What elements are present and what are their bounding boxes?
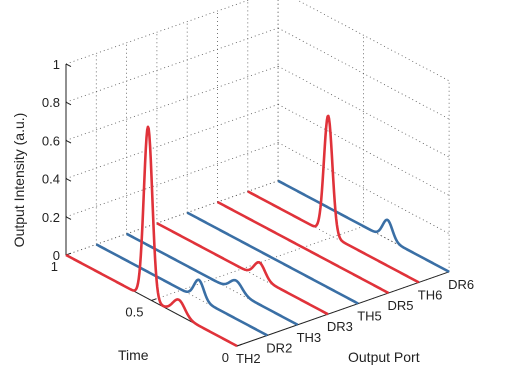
z-tick-label: 0.2 (42, 210, 60, 225)
z-tick-mark (65, 216, 72, 220)
port-tick-label: DR3 (327, 319, 353, 334)
z-tick-label: 0.4 (42, 172, 60, 187)
time-tick-mark (151, 298, 157, 301)
port-tick-label: TH2 (236, 351, 261, 366)
z-tick-mark (65, 178, 72, 182)
time-tick-label: 1 (51, 259, 58, 274)
port-tick-label: DR5 (388, 298, 414, 313)
y-axis-label: Time (118, 347, 149, 363)
port-tick-label: DR2 (266, 340, 292, 355)
series-line-th3 (125, 232, 299, 326)
z-tick-label: 0.8 (42, 95, 60, 110)
port-axis-ticks: TH2 DR2 TH3 DR3 TH5 DR5 TH6 DR6 (232, 268, 474, 366)
z-tick-label: 0.6 (42, 133, 60, 148)
z-tick-label: 0 (53, 248, 60, 263)
time-tick-mark (236, 343, 243, 347)
series-line-th2 (65, 125, 238, 348)
port-tick-label: DR6 (448, 277, 474, 292)
z-tick-label: 1 (53, 57, 60, 72)
z-axis-label: Output Intensity (a.u.) (11, 113, 27, 248)
series-line-dr3 (156, 222, 329, 316)
series-lines (65, 114, 450, 348)
time-tick-label: 0 (222, 350, 229, 365)
series-line-dr5 (216, 200, 390, 295)
series-line-th6 (247, 114, 420, 284)
series-line-dr2 (95, 243, 268, 337)
z-axis-ticks: 0 0.2 0.4 0.6 0.8 1 (42, 57, 72, 263)
x-axis-label: Output Port (348, 349, 420, 365)
grid (65, 0, 450, 347)
time-axis-ticks: 00.51 (51, 252, 243, 365)
time-tick-label: 0.5 (125, 305, 143, 320)
z-tick-mark (65, 101, 72, 106)
series-line-dr6 (277, 179, 450, 273)
port-tick-label: TH3 (297, 330, 322, 345)
z-tick-mark (65, 139, 72, 144)
series-line-th5 (186, 211, 359, 305)
z-tick-mark (65, 63, 72, 68)
port-tick-label: TH6 (418, 287, 443, 302)
port-tick-label: TH5 (357, 309, 382, 324)
